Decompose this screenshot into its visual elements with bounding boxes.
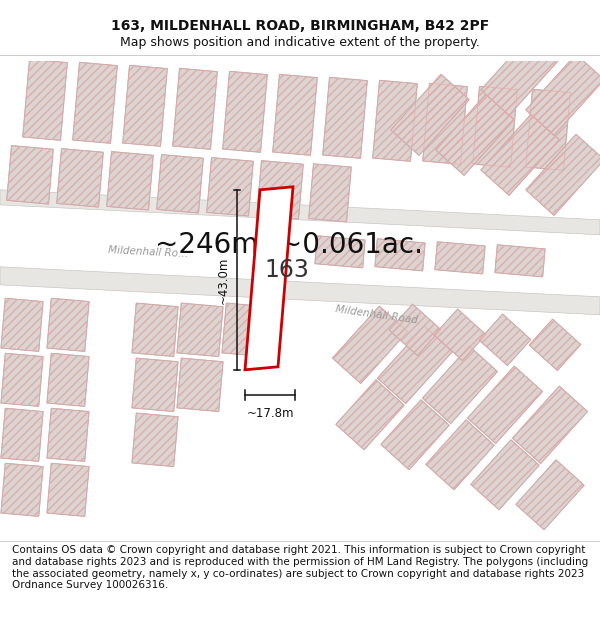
Polygon shape: [512, 386, 587, 464]
Polygon shape: [315, 236, 365, 268]
Text: 163: 163: [265, 258, 310, 282]
Polygon shape: [422, 346, 497, 424]
Polygon shape: [422, 83, 467, 164]
Polygon shape: [257, 161, 304, 219]
Polygon shape: [0, 267, 600, 315]
Polygon shape: [435, 242, 485, 274]
Polygon shape: [272, 74, 317, 156]
Polygon shape: [157, 154, 203, 213]
Polygon shape: [107, 152, 154, 210]
Polygon shape: [495, 245, 545, 277]
Polygon shape: [323, 78, 367, 158]
Polygon shape: [436, 94, 514, 176]
Polygon shape: [434, 309, 486, 361]
Polygon shape: [377, 326, 452, 404]
Polygon shape: [132, 303, 178, 356]
Text: ~17.8m: ~17.8m: [246, 407, 294, 420]
Polygon shape: [529, 319, 581, 371]
Text: Mildenhall Road: Mildenhall Road: [335, 304, 419, 326]
Polygon shape: [336, 380, 404, 450]
Polygon shape: [426, 420, 494, 490]
Polygon shape: [481, 114, 559, 196]
Polygon shape: [389, 304, 441, 356]
Polygon shape: [173, 68, 217, 149]
Polygon shape: [132, 358, 178, 411]
Polygon shape: [1, 408, 43, 461]
Polygon shape: [1, 353, 43, 406]
Polygon shape: [481, 34, 559, 116]
Polygon shape: [222, 303, 268, 356]
Polygon shape: [479, 314, 531, 366]
Polygon shape: [47, 408, 89, 461]
Polygon shape: [206, 158, 253, 216]
Polygon shape: [177, 303, 223, 356]
Polygon shape: [47, 463, 89, 516]
Polygon shape: [467, 366, 542, 444]
Polygon shape: [516, 460, 584, 530]
Polygon shape: [332, 306, 407, 384]
Polygon shape: [177, 358, 223, 411]
Polygon shape: [7, 146, 53, 204]
Polygon shape: [471, 440, 539, 510]
Polygon shape: [122, 65, 167, 146]
Polygon shape: [47, 298, 89, 351]
Text: ~246m²/~0.061ac.: ~246m²/~0.061ac.: [155, 231, 423, 259]
Polygon shape: [391, 74, 469, 156]
Polygon shape: [132, 413, 178, 466]
Polygon shape: [23, 59, 67, 141]
Text: ~43.0m: ~43.0m: [217, 256, 230, 304]
Polygon shape: [308, 164, 352, 222]
Polygon shape: [47, 353, 89, 406]
Polygon shape: [375, 239, 425, 271]
Polygon shape: [381, 400, 449, 470]
Polygon shape: [56, 149, 103, 207]
Polygon shape: [245, 187, 293, 370]
Text: Mildenhall Ro…: Mildenhall Ro…: [108, 245, 189, 259]
Polygon shape: [0, 190, 600, 235]
Polygon shape: [526, 89, 571, 171]
Polygon shape: [1, 463, 43, 516]
Polygon shape: [223, 71, 268, 152]
Polygon shape: [473, 86, 517, 168]
Polygon shape: [73, 62, 118, 143]
Text: Contains OS data © Crown copyright and database right 2021. This information is : Contains OS data © Crown copyright and d…: [12, 545, 588, 590]
Text: 163, MILDENHALL ROAD, BIRMINGHAM, B42 2PF: 163, MILDENHALL ROAD, BIRMINGHAM, B42 2P…: [111, 19, 489, 33]
Polygon shape: [526, 54, 600, 136]
Polygon shape: [1, 298, 43, 351]
Polygon shape: [373, 80, 418, 161]
Text: Map shows position and indicative extent of the property.: Map shows position and indicative extent…: [120, 36, 480, 49]
Polygon shape: [526, 134, 600, 216]
